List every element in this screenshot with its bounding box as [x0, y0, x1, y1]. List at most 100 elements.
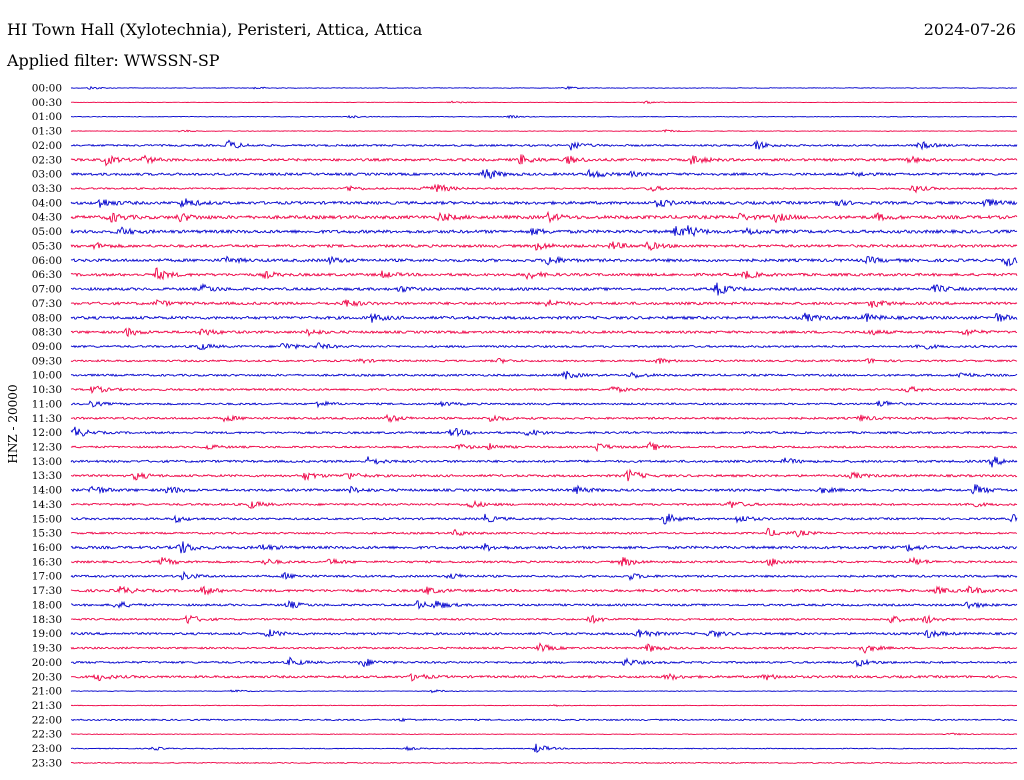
time-label-0900: 09:00: [32, 341, 62, 353]
trace-0200: [70, 139, 1018, 151]
trace-0730: [70, 299, 1018, 308]
trace-0600: [70, 255, 1018, 267]
time-label-1230: 12:30: [32, 442, 62, 454]
trace-1330: [70, 468, 1018, 482]
time-label-2130: 21:30: [32, 700, 62, 712]
time-label-0400: 04:00: [32, 197, 62, 209]
trace-1900: [70, 629, 1018, 639]
time-label-2300: 23:00: [32, 743, 62, 755]
trace-1730: [70, 585, 1018, 596]
trace-1000: [70, 370, 1018, 380]
time-label-1200: 12:00: [32, 427, 62, 439]
time-label-0730: 07:30: [32, 298, 62, 310]
trace-0800: [70, 312, 1018, 323]
time-label-0830: 08:30: [32, 327, 62, 339]
time-label-2200: 22:00: [32, 714, 62, 726]
time-label-1000: 10:00: [32, 370, 62, 382]
trace-0130: [70, 128, 1018, 133]
time-label-2330: 23:30: [32, 757, 62, 769]
time-label-2230: 22:30: [32, 729, 62, 741]
trace-2030: [70, 672, 1018, 682]
trace-0930: [70, 357, 1018, 365]
time-label-0530: 05:30: [32, 240, 62, 252]
trace-2100: [70, 689, 1018, 694]
time-label-1100: 11:00: [32, 398, 62, 410]
time-label-0630: 06:30: [32, 269, 62, 281]
trace-0500: [70, 225, 1018, 238]
trace-0900: [70, 342, 1018, 351]
time-label-2100: 21:00: [32, 686, 62, 698]
trace-2000: [70, 656, 1018, 668]
time-label-1530: 15:30: [32, 528, 62, 540]
trace-0230: [70, 154, 1018, 167]
time-label-1300: 13:00: [32, 456, 62, 468]
time-label-0430: 04:30: [32, 212, 62, 224]
time-label-1800: 18:00: [32, 599, 62, 611]
time-label-1930: 19:30: [32, 643, 62, 655]
applied-filter: Applied filter: WWSSN-SP: [7, 51, 220, 70]
trace-1030: [70, 385, 1018, 394]
trace-1200: [70, 426, 1018, 438]
time-label-1330: 13:30: [32, 470, 62, 482]
trace-0400: [70, 198, 1018, 209]
time-label-0000: 00:00: [32, 83, 62, 95]
trace-1800: [70, 600, 1018, 610]
time-label-1130: 11:30: [32, 413, 62, 425]
time-label-0330: 03:30: [32, 183, 62, 195]
trace-1700: [70, 570, 1018, 582]
trace-2130: [70, 704, 1018, 708]
trace-1600: [70, 541, 1018, 554]
time-label-0930: 09:30: [32, 355, 62, 367]
trace-1130: [70, 413, 1018, 424]
trace-0330: [70, 183, 1018, 194]
time-label-0030: 00:30: [32, 97, 62, 109]
time-label-1700: 17:00: [32, 571, 62, 583]
trace-0300: [70, 168, 1018, 180]
trace-1230: [70, 441, 1018, 453]
record-date: 2024-07-26: [923, 20, 1016, 39]
time-label-1030: 10:30: [32, 384, 62, 396]
trace-0100: [70, 114, 1018, 119]
time-label-1400: 14:00: [32, 485, 62, 497]
time-label-0230: 02:30: [32, 154, 62, 166]
time-label-0300: 03:00: [32, 169, 62, 181]
time-label-2000: 20:00: [32, 657, 62, 669]
trace-1400: [70, 484, 1018, 495]
time-label-0100: 01:00: [32, 111, 62, 123]
trace-2230: [70, 732, 1018, 736]
time-label-0700: 07:00: [32, 284, 62, 296]
time-label-2030: 20:30: [32, 671, 62, 683]
time-label-1730: 17:30: [32, 585, 62, 597]
station-title: HI Town Hall (Xylotechnia), Peristeri, A…: [7, 20, 423, 39]
time-label-0800: 08:00: [32, 312, 62, 324]
trace-1100: [70, 400, 1018, 409]
trace-0630: [70, 267, 1018, 281]
trace-1630: [70, 556, 1018, 567]
trace-2200: [70, 717, 1018, 723]
time-label-0130: 01:30: [32, 126, 62, 138]
trace-0830: [70, 327, 1018, 338]
time-label-1600: 16:00: [32, 542, 62, 554]
trace-2330: [70, 761, 1018, 765]
time-label-0600: 06:00: [32, 255, 62, 267]
trace-1830: [70, 614, 1018, 625]
trace-1530: [70, 527, 1018, 538]
time-label-1430: 14:30: [32, 499, 62, 511]
time-label-1500: 15:00: [32, 513, 62, 525]
time-label-1830: 18:30: [32, 614, 62, 626]
trace-1930: [70, 642, 1018, 654]
trace-2300: [70, 743, 1018, 754]
time-label-1630: 16:30: [32, 556, 62, 568]
trace-0530: [70, 241, 1018, 251]
trace-1430: [70, 499, 1018, 510]
trace-1500: [70, 513, 1018, 525]
time-label-1900: 19:00: [32, 628, 62, 640]
trace-0000: [70, 85, 1018, 90]
trace-1300: [70, 456, 1018, 468]
trace-0700: [70, 282, 1018, 296]
time-label-0500: 05:00: [32, 226, 62, 238]
trace-0030: [70, 100, 1018, 105]
time-label-0200: 02:00: [32, 140, 62, 152]
trace-0430: [70, 210, 1018, 224]
